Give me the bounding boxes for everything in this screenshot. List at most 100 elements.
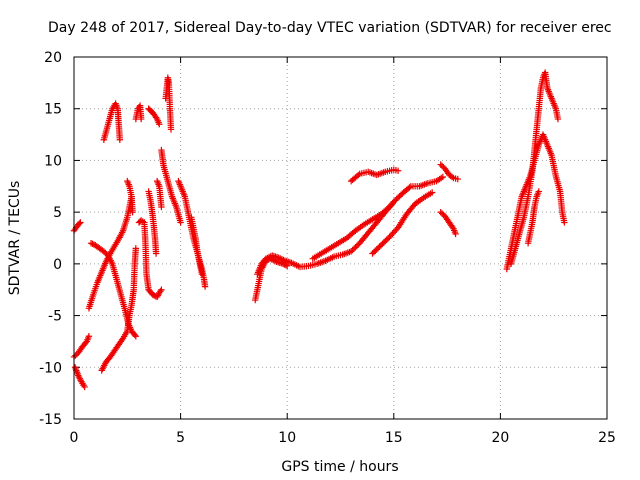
series-trace-y (503, 131, 568, 273)
series-trace-u (347, 166, 402, 185)
y-tick-label: -5 (48, 309, 62, 325)
data-point (394, 194, 402, 201)
data-point (89, 240, 96, 248)
data-point (439, 173, 447, 181)
data-point (389, 230, 396, 238)
data-point (132, 333, 140, 340)
data-point (201, 283, 209, 290)
data-point (454, 175, 461, 183)
data-point (370, 248, 378, 256)
y-tick-label: 10 (44, 153, 62, 169)
data-point (282, 262, 289, 269)
data-point (137, 115, 145, 123)
y-axis-label: SDTVAR / TECUs (7, 181, 23, 296)
data-point (396, 193, 403, 200)
data-point (153, 293, 161, 301)
data-point (198, 271, 206, 278)
data-point (353, 242, 361, 250)
x-tick-labels: 0 5 10 15 20 25 (70, 430, 616, 446)
data-point (377, 242, 385, 249)
data-point (158, 286, 165, 293)
plot-frame (73, 56, 608, 420)
data-point (116, 136, 124, 143)
data-point (390, 229, 397, 236)
data-point (369, 250, 376, 257)
data-point (152, 250, 160, 257)
series-trace-w (437, 161, 461, 183)
data-point (448, 173, 456, 181)
series-trace-d (85, 193, 135, 312)
data-point (384, 235, 392, 242)
data-point (154, 292, 162, 299)
data-point (383, 236, 390, 243)
data-point (347, 248, 355, 255)
y-tick-label: 0 (53, 257, 62, 273)
series-trace-k (145, 105, 163, 128)
y-tick-label: 15 (44, 102, 62, 118)
data-point (85, 333, 93, 340)
x-tick-label: 10 (278, 430, 296, 446)
data-point (390, 198, 397, 205)
series-trace-c (71, 364, 88, 391)
data-point (376, 243, 383, 250)
data-point (100, 248, 108, 255)
series-trace-o (158, 146, 184, 226)
x-tick-label: 0 (70, 430, 79, 446)
y-tick-label: 5 (53, 205, 62, 221)
data-point (149, 291, 157, 299)
x-tick-label: 25 (598, 430, 616, 446)
series-trace-aa (524, 188, 542, 247)
data-point (349, 246, 356, 254)
series-trace-j (135, 217, 165, 301)
data-point (281, 261, 288, 268)
x-tick-label: 5 (176, 430, 185, 446)
data-point (131, 331, 138, 339)
series-trace-f (98, 245, 140, 374)
series-trace-s (254, 173, 447, 278)
data-point (437, 161, 444, 168)
data-points (70, 69, 568, 391)
data-point (129, 208, 136, 216)
data-point (374, 244, 382, 252)
series-trace-z (507, 69, 562, 268)
data-point (382, 237, 389, 245)
data-point (87, 239, 95, 247)
data-point (158, 203, 165, 211)
data-point (535, 188, 542, 195)
series-trace-n (162, 74, 175, 133)
data-point (72, 352, 79, 359)
series-trace-m (153, 177, 165, 211)
series-trace-i (132, 102, 145, 123)
data-point (355, 171, 362, 179)
data-point (380, 239, 388, 246)
x-tick-label: 15 (385, 430, 403, 446)
series-trace-a (70, 219, 84, 234)
y-tick-label: -10 (39, 360, 62, 376)
data-point (167, 126, 175, 133)
series-trace-x (437, 208, 459, 238)
data-point (81, 383, 88, 391)
data-point (438, 210, 446, 217)
series-trace-t (309, 198, 397, 262)
y-tick-label: -15 (39, 412, 62, 428)
data-point (393, 195, 400, 203)
series-trace-h (124, 177, 136, 216)
data-point (554, 115, 562, 123)
data-point (437, 208, 444, 216)
data-point (406, 184, 413, 191)
series-trace-v (369, 189, 436, 257)
x-axis-label: GPS time / hours (281, 459, 398, 475)
data-point (394, 167, 402, 174)
data-point (132, 245, 140, 252)
data-point (77, 219, 84, 226)
data-point (76, 220, 83, 227)
data-point (379, 240, 386, 248)
series-trace-l (145, 188, 160, 257)
data-point (352, 244, 359, 251)
data-point (389, 199, 396, 207)
chart-title: Day 248 of 2017, Sidereal Day-to-day VTE… (48, 20, 612, 36)
data-point (561, 219, 568, 226)
data-point (156, 121, 163, 128)
data-point (373, 246, 380, 253)
series-trace-g (100, 100, 124, 143)
